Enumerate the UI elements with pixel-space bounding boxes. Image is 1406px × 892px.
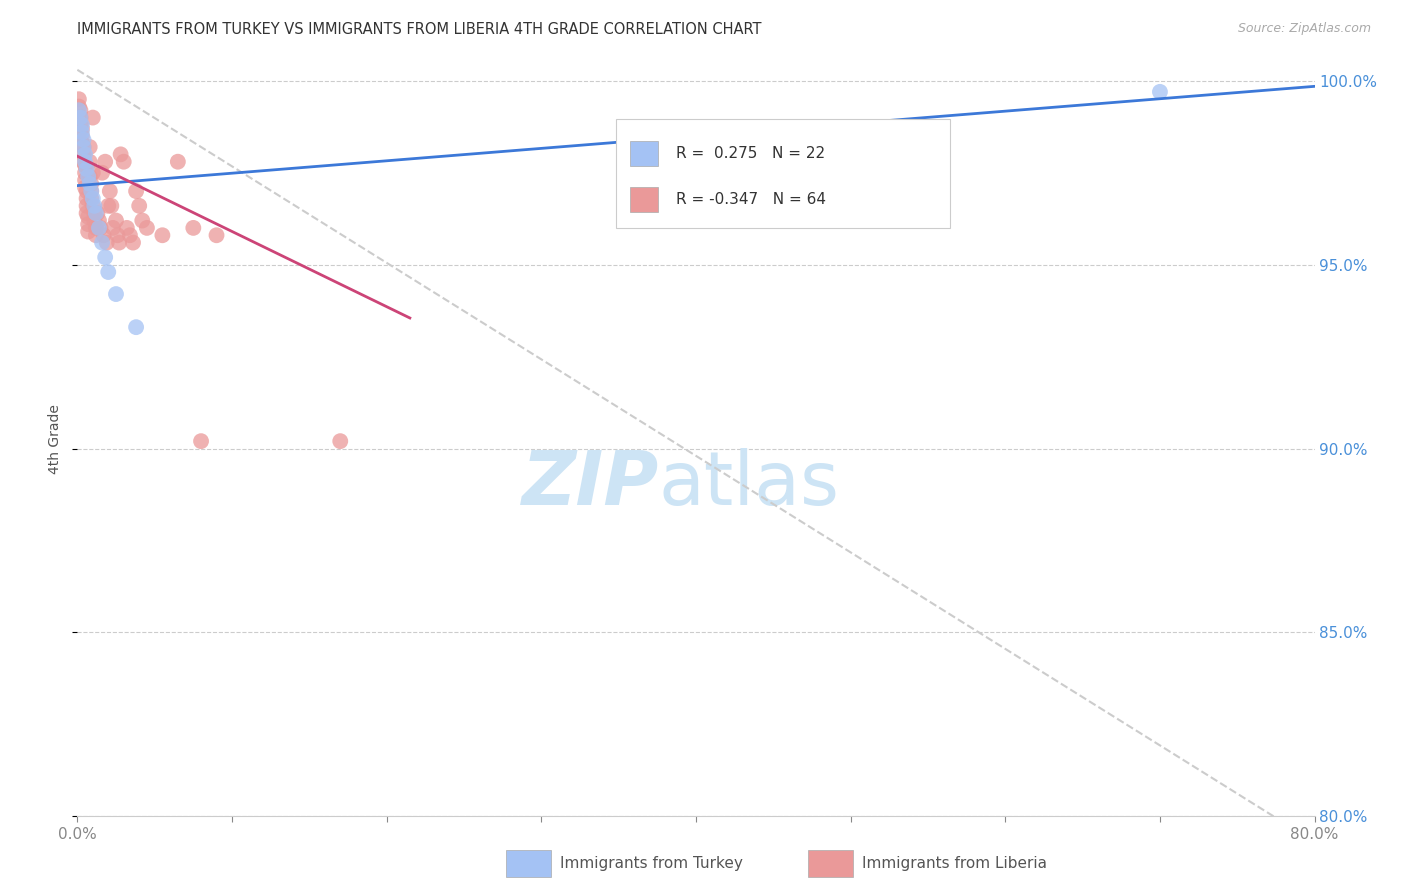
Point [115, 220, 138, 235]
Text: Immigrants from Liberia: Immigrants from Liberia [862, 856, 1047, 871]
Point [79, 140, 101, 154]
Point [76, 192, 98, 206]
Point [70, 128, 93, 143]
Point [82, 111, 104, 125]
Point [100, 199, 122, 213]
Point [118, 228, 141, 243]
Point [125, 320, 148, 334]
Point [79, 154, 101, 169]
Text: R = -0.347   N = 64: R = -0.347 N = 64 [676, 192, 827, 207]
FancyBboxPatch shape [630, 141, 658, 166]
Point [75, 180, 96, 194]
Point [67, 103, 90, 118]
Point [152, 228, 174, 243]
Point [105, 213, 128, 227]
Point [69, 118, 91, 132]
Text: IMMIGRANTS FROM TURKEY VS IMMIGRANTS FROM LIBERIA 4TH GRADE CORRELATION CHART: IMMIGRANTS FROM TURKEY VS IMMIGRANTS FRO… [77, 22, 762, 37]
Point [183, 220, 205, 235]
Point [82, 199, 104, 213]
Point [70, 118, 93, 132]
Point [83, 206, 105, 220]
Point [70, 136, 93, 151]
Point [329, 434, 352, 449]
Point [69, 103, 91, 118]
Point [107, 228, 129, 243]
Point [91, 166, 114, 180]
Point [84, 206, 107, 220]
Point [122, 235, 145, 250]
Point [67, 99, 90, 113]
Point [75, 166, 96, 180]
Point [87, 220, 110, 235]
Y-axis label: 4th Grade: 4th Grade [48, 404, 62, 475]
Point [83, 199, 105, 213]
Point [72, 140, 94, 154]
Point [125, 184, 148, 198]
Text: Immigrants from Turkey: Immigrants from Turkey [560, 856, 742, 871]
Point [91, 235, 114, 250]
Point [205, 228, 228, 243]
Point [72, 133, 94, 147]
Point [80, 184, 103, 198]
Point [75, 173, 96, 187]
FancyBboxPatch shape [616, 119, 949, 228]
Point [98, 184, 121, 198]
Point [72, 140, 94, 154]
Point [75, 147, 96, 161]
Point [190, 434, 212, 449]
Point [105, 287, 128, 301]
Point [79, 177, 101, 191]
Point [94, 154, 117, 169]
Point [67, 92, 90, 106]
Point [77, 169, 100, 184]
Point [96, 235, 118, 250]
Point [77, 217, 100, 231]
Point [80, 192, 103, 206]
Point [82, 192, 104, 206]
Point [112, 154, 135, 169]
Point [72, 154, 94, 169]
Text: atlas: atlas [659, 448, 839, 521]
Point [79, 169, 101, 184]
Text: Source: ZipAtlas.com: Source: ZipAtlas.com [1237, 22, 1371, 36]
Point [76, 206, 98, 220]
Point [69, 111, 91, 125]
Point [72, 147, 94, 161]
Point [76, 162, 98, 177]
Point [167, 154, 190, 169]
FancyBboxPatch shape [630, 186, 658, 211]
Point [94, 250, 117, 264]
Point [128, 199, 150, 213]
Point [76, 184, 98, 198]
Point [75, 154, 96, 169]
Point [97, 199, 120, 213]
Point [108, 235, 131, 250]
Point [77, 225, 100, 239]
Point [70, 125, 93, 139]
Point [93, 228, 115, 243]
Point [69, 111, 91, 125]
Point [1149, 85, 1171, 99]
Point [86, 206, 108, 220]
Point [87, 213, 110, 227]
Point [75, 158, 96, 172]
Point [82, 166, 104, 180]
Point [83, 213, 105, 227]
Point [70, 121, 93, 136]
Point [76, 199, 98, 213]
Text: R =  0.275   N = 22: R = 0.275 N = 22 [676, 145, 825, 161]
Point [77, 210, 100, 224]
Point [136, 220, 159, 235]
Point [110, 147, 132, 161]
Point [101, 220, 124, 235]
Point [84, 228, 107, 243]
Point [97, 265, 120, 279]
Point [131, 213, 153, 227]
Point [84, 220, 107, 235]
Point [90, 220, 112, 235]
Point [80, 177, 103, 191]
Text: ZIP: ZIP [522, 448, 659, 521]
Point [80, 184, 103, 198]
